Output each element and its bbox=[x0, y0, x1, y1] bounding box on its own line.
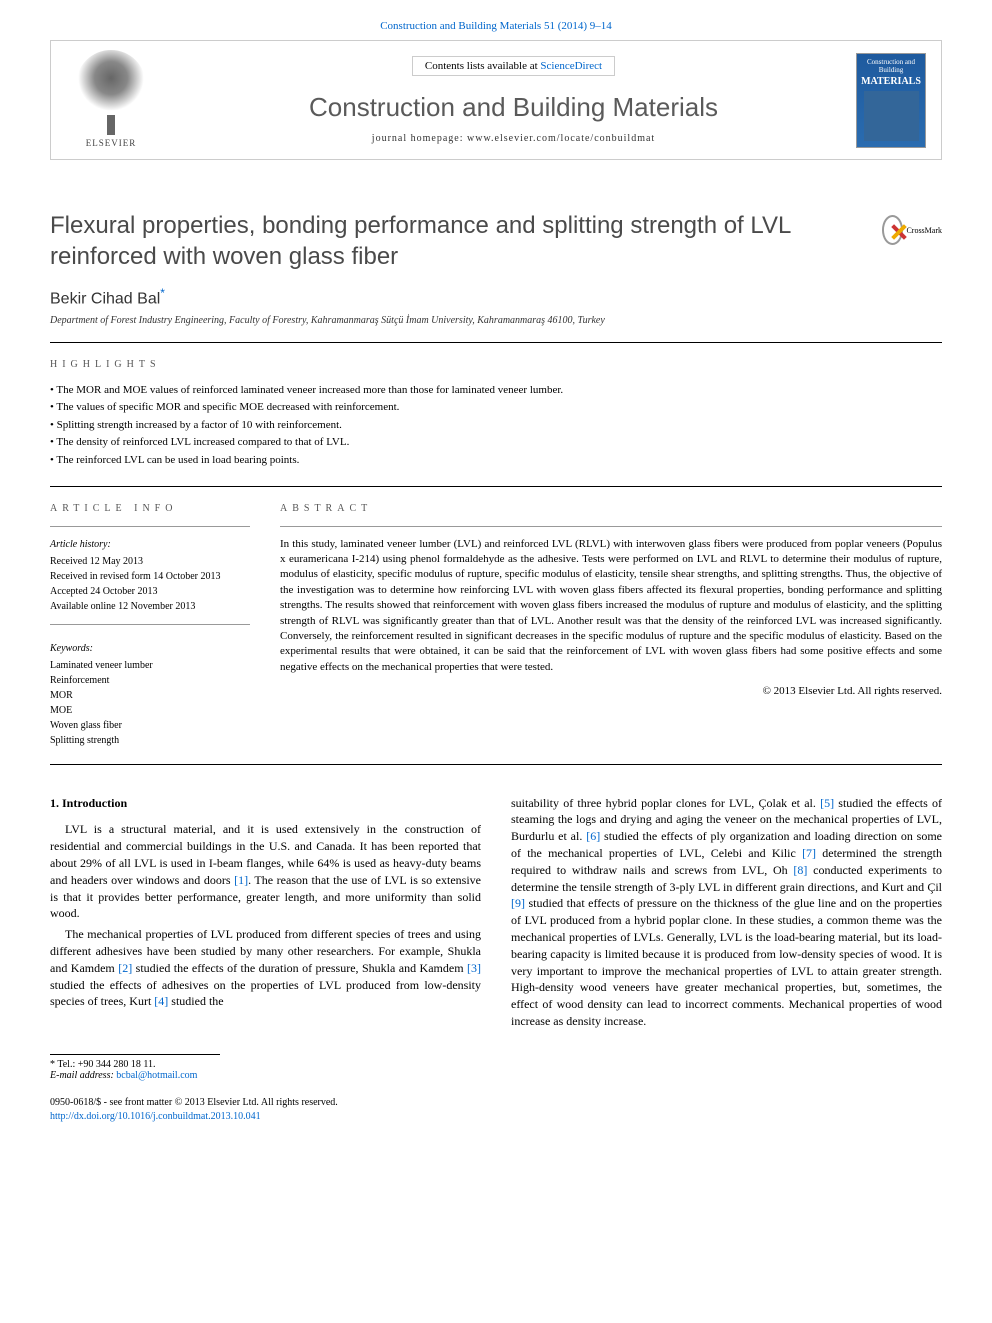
body-paragraph: LVL is a structural material, and it is … bbox=[50, 821, 481, 922]
journal-banner: ELSEVIER Contents lists available at Sci… bbox=[50, 40, 942, 160]
article-title: Flexural properties, bonding performance… bbox=[50, 210, 862, 272]
citation-header: Construction and Building Materials 51 (… bbox=[0, 0, 992, 40]
history-item: Received in revised form 14 October 2013 bbox=[50, 569, 250, 584]
keyword-item: Splitting strength bbox=[50, 733, 250, 748]
intro-heading: 1. Introduction bbox=[50, 795, 481, 812]
elsevier-label: ELSEVIER bbox=[66, 138, 156, 148]
reference-link[interactable]: [6] bbox=[586, 829, 600, 843]
keyword-item: MOE bbox=[50, 703, 250, 718]
corresponding-email: E-mail address: bcbal@hotmail.com bbox=[50, 1070, 942, 1081]
divider bbox=[50, 342, 942, 343]
divider-light bbox=[50, 624, 250, 625]
abstract-col: abstract In this study, laminated veneer… bbox=[280, 503, 942, 748]
footnote-rule bbox=[50, 1054, 220, 1055]
contents-prefix: Contents lists available at bbox=[425, 60, 540, 72]
corresponding-tel: * Tel.: +90 344 280 18 11. bbox=[50, 1059, 942, 1070]
homepage-prefix: journal homepage: bbox=[372, 133, 467, 144]
article-info-label: article info bbox=[50, 503, 250, 514]
history-heading: Article history: bbox=[50, 537, 250, 552]
keywords-block: Keywords: Laminated veneer lumber Reinfo… bbox=[50, 641, 250, 748]
homepage-url[interactable]: www.elsevier.com/locate/conbuildmat bbox=[467, 133, 655, 144]
reference-link[interactable]: [3] bbox=[467, 961, 481, 975]
article-main: Flexural properties, bonding performance… bbox=[50, 210, 942, 1034]
info-abstract-row: article info Article history: Received 1… bbox=[50, 503, 942, 748]
abstract-text: In this study, laminated veneer lumber (… bbox=[280, 537, 942, 676]
citation-text[interactable]: Construction and Building Materials 51 (… bbox=[380, 20, 612, 32]
keyword-item: Laminated veneer lumber bbox=[50, 658, 250, 673]
affiliation: Department of Forest Industry Engineerin… bbox=[50, 315, 942, 326]
elsevier-logo[interactable]: ELSEVIER bbox=[66, 50, 156, 150]
history-block: Article history: Received 12 May 2013 Re… bbox=[50, 537, 250, 614]
reference-link[interactable]: [8] bbox=[793, 863, 807, 877]
keywords-heading: Keywords: bbox=[50, 641, 250, 656]
title-row: Flexural properties, bonding performance… bbox=[50, 210, 942, 272]
body-columns: 1. Introduction LVL is a structural mate… bbox=[50, 795, 942, 1034]
reference-link[interactable]: [5] bbox=[820, 796, 834, 810]
divider-light bbox=[280, 526, 942, 527]
highlight-item: Splitting strength increased by a factor… bbox=[50, 417, 942, 435]
divider-light bbox=[50, 526, 250, 527]
crossmark-badge[interactable]: CrossMark bbox=[882, 210, 942, 250]
body-paragraph: suitability of three hybrid poplar clone… bbox=[511, 795, 942, 1030]
footer: * Tel.: +90 344 280 18 11. E-mail addres… bbox=[50, 1054, 942, 1124]
highlight-item: The MOR and MOE values of reinforced lam… bbox=[50, 382, 942, 400]
cover-title: Construction and Building bbox=[861, 58, 921, 75]
tel-label: * Tel.: bbox=[50, 1059, 78, 1070]
author-text[interactable]: Bekir Cihad Bal bbox=[50, 291, 160, 308]
body-paragraph: The mechanical properties of LVL produce… bbox=[50, 926, 481, 1010]
footer-bottom: 0950-0618/$ - see front matter © 2013 El… bbox=[50, 1096, 942, 1124]
reference-link[interactable]: [2] bbox=[118, 961, 132, 975]
elsevier-tree-icon bbox=[76, 50, 146, 120]
history-item: Accepted 24 October 2013 bbox=[50, 584, 250, 599]
reference-link[interactable]: [7] bbox=[802, 846, 816, 860]
email-link[interactable]: bcbal@hotmail.com bbox=[116, 1070, 197, 1081]
highlight-item: The reinforced LVL can be used in load b… bbox=[50, 452, 942, 470]
abstract-label: abstract bbox=[280, 503, 942, 514]
cover-image bbox=[864, 91, 919, 141]
divider bbox=[50, 764, 942, 765]
reference-link[interactable]: [9] bbox=[511, 896, 525, 910]
article-info-col: article info Article history: Received 1… bbox=[50, 503, 250, 748]
author-name: Bekir Cihad Bal* bbox=[50, 286, 942, 308]
cover-materials: MATERIALS bbox=[861, 76, 921, 87]
body-col-left: 1. Introduction LVL is a structural mate… bbox=[50, 795, 481, 1034]
crossmark-icon bbox=[882, 215, 903, 245]
reference-link[interactable]: [1] bbox=[234, 873, 248, 887]
highlights-list: The MOR and MOE values of reinforced lam… bbox=[50, 382, 942, 470]
journal-name: Construction and Building Materials bbox=[171, 92, 856, 123]
crossmark-label: CrossMark bbox=[906, 226, 942, 235]
journal-cover[interactable]: Construction and Building MATERIALS bbox=[856, 53, 926, 148]
banner-center: Contents lists available at ScienceDirec… bbox=[171, 56, 856, 144]
corresponding-mark[interactable]: * bbox=[160, 286, 165, 300]
history-item: Received 12 May 2013 bbox=[50, 554, 250, 569]
divider bbox=[50, 486, 942, 487]
journal-homepage: journal homepage: www.elsevier.com/locat… bbox=[171, 133, 856, 144]
highlight-item: The values of specific MOR and specific … bbox=[50, 399, 942, 417]
keyword-item: Reinforcement bbox=[50, 673, 250, 688]
copyright-line: © 2013 Elsevier Ltd. All rights reserved… bbox=[280, 685, 942, 697]
keyword-item: Woven glass fiber bbox=[50, 718, 250, 733]
body-col-right: suitability of three hybrid poplar clone… bbox=[511, 795, 942, 1034]
contents-available: Contents lists available at ScienceDirec… bbox=[412, 56, 615, 76]
highlights-label: highlights bbox=[50, 359, 942, 370]
sciencedirect-link[interactable]: ScienceDirect bbox=[540, 60, 602, 72]
issn-line: 0950-0618/$ - see front matter © 2013 El… bbox=[50, 1096, 942, 1110]
history-item: Available online 12 November 2013 bbox=[50, 599, 250, 614]
highlight-item: The density of reinforced LVL increased … bbox=[50, 434, 942, 452]
email-label: E-mail address: bbox=[50, 1070, 116, 1081]
reference-link[interactable]: [4] bbox=[154, 994, 168, 1008]
tel-number: +90 344 280 18 11. bbox=[78, 1059, 156, 1070]
keyword-item: MOR bbox=[50, 688, 250, 703]
doi-link[interactable]: http://dx.doi.org/10.1016/j.conbuildmat.… bbox=[50, 1111, 261, 1122]
